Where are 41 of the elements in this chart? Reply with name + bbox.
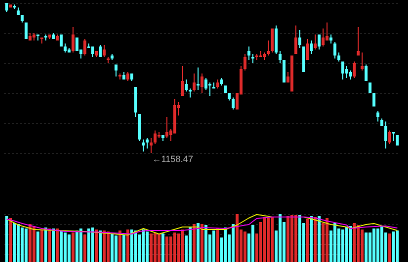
candlestick [200, 73, 204, 94]
candlestick [360, 52, 364, 71]
candlestick [24, 22, 28, 39]
candlestick [72, 26, 75, 53]
candlestick [165, 116, 168, 138]
candlestick [364, 64, 368, 82]
candlestick [352, 61, 356, 78]
candlestick [244, 54, 246, 71]
candlestick [388, 130, 392, 144]
candlestick [322, 28, 325, 47]
candlestick [142, 139, 145, 152]
candlestick [298, 30, 302, 48]
candlestick [278, 50, 282, 64]
candlestick [333, 42, 336, 59]
candlestick [282, 60, 286, 82]
candlestick [76, 38, 78, 51]
candlestick [196, 67, 200, 90]
candlestick [208, 82, 212, 96]
candlestick [184, 79, 188, 92]
candlestick [154, 130, 157, 144]
candlestick [247, 46, 250, 60]
candlestick [192, 73, 196, 92]
candlestick [306, 38, 309, 60]
candlestick [341, 61, 344, 80]
text: ←1158.47 [152, 154, 194, 164]
candlestick [376, 110, 380, 122]
candlestick [114, 64, 118, 77]
candlestick [204, 78, 208, 90]
candlestick [345, 66, 348, 78]
candlestick [372, 93, 376, 106]
candlestick [270, 28, 274, 53]
candlestick [150, 138, 153, 154]
candlestick [266, 40, 270, 56]
candlestick [310, 40, 313, 54]
candlestick [102, 44, 106, 58]
candlestick [91, 46, 94, 58]
candlestick [326, 22, 328, 41]
candlestick [384, 121, 388, 149]
candlestick [314, 34, 317, 50]
candlestick [181, 66, 184, 96]
candlestick [146, 138, 149, 149]
